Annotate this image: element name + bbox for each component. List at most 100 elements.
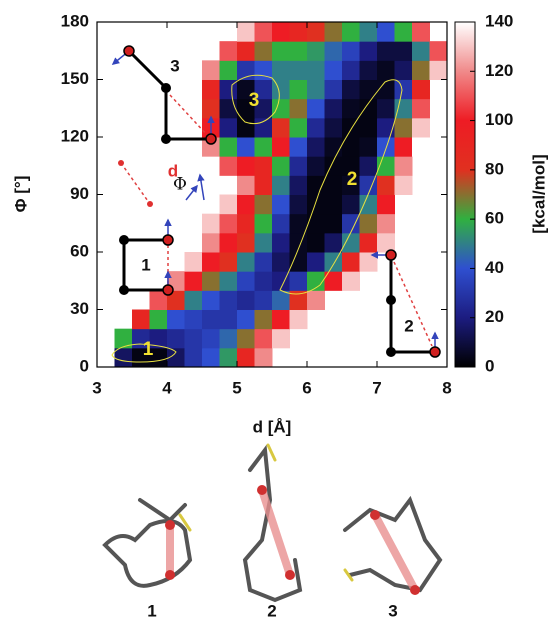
heat-cell bbox=[202, 99, 220, 119]
heat-cell bbox=[325, 252, 343, 272]
y-tick-label: 150 bbox=[61, 69, 89, 88]
colorbar bbox=[455, 22, 475, 367]
colorbar-tick-label: 20 bbox=[485, 307, 504, 326]
heat-cell bbox=[360, 22, 378, 42]
heat-cell bbox=[307, 22, 325, 42]
heat-cell bbox=[237, 156, 255, 176]
heat-cell bbox=[237, 195, 255, 215]
heat-cell bbox=[220, 118, 238, 138]
heat-cell bbox=[377, 214, 395, 234]
heat-cell bbox=[220, 60, 238, 80]
heat-cell bbox=[272, 60, 290, 80]
x-tick-label: 3 bbox=[92, 378, 101, 397]
heat-cell bbox=[342, 118, 360, 138]
heat-cell bbox=[412, 118, 430, 138]
heat-cell bbox=[255, 195, 273, 215]
heat-cell bbox=[255, 22, 273, 42]
colorbar-tick-label: 60 bbox=[485, 209, 504, 228]
heat-cell bbox=[202, 233, 220, 253]
heat-cell bbox=[272, 175, 290, 195]
heat-cell bbox=[220, 348, 238, 368]
heat-cell bbox=[325, 118, 343, 138]
heat-cell bbox=[412, 41, 430, 61]
figure: 3 1 2 d Φ 1 2 3 d [Å] Φ [°] [kcal/mol] 1… bbox=[0, 0, 558, 621]
x-tick-label: 4 bbox=[162, 378, 172, 397]
heat-cell bbox=[272, 22, 290, 42]
heat-cell bbox=[167, 329, 185, 349]
heat-cell bbox=[290, 22, 308, 42]
heat-cell bbox=[307, 99, 325, 119]
heat-cell bbox=[132, 310, 150, 330]
heat-cell bbox=[237, 118, 255, 138]
heat-cell bbox=[202, 60, 220, 80]
heat-cell bbox=[202, 214, 220, 234]
heat-cell bbox=[342, 80, 360, 100]
heat-cell bbox=[360, 156, 378, 176]
heat-cell bbox=[272, 310, 290, 330]
colorbar-tick-label: 120 bbox=[485, 61, 513, 80]
heat-cell bbox=[255, 290, 273, 310]
heat-cell bbox=[395, 156, 413, 176]
heat-cell bbox=[360, 137, 378, 157]
heat-cell bbox=[237, 271, 255, 291]
heat-cell bbox=[412, 137, 430, 157]
basin-label: 3 bbox=[249, 90, 260, 111]
heat-cell bbox=[325, 137, 343, 157]
structure-label: 2 bbox=[267, 601, 276, 620]
heat-cell bbox=[220, 41, 238, 61]
heat-cell bbox=[255, 118, 273, 138]
heat-cell bbox=[325, 195, 343, 215]
y-tick-label: 0 bbox=[80, 356, 89, 375]
heat-cell bbox=[272, 156, 290, 176]
heat-cell bbox=[255, 214, 273, 234]
heat-cell bbox=[377, 99, 395, 119]
x-tick-label: 6 bbox=[302, 378, 311, 397]
heat-cell bbox=[342, 60, 360, 80]
heat-cell bbox=[272, 80, 290, 100]
legend-angle: Φ bbox=[173, 175, 187, 195]
heat-cell bbox=[202, 80, 220, 100]
heat-cell bbox=[255, 348, 273, 368]
heat-cell bbox=[255, 233, 273, 253]
heat-cell bbox=[412, 22, 430, 42]
heat-cell bbox=[220, 252, 238, 272]
colorbar-tick-label: 100 bbox=[485, 110, 513, 129]
colorbar-label: [kcal/mol] bbox=[529, 154, 548, 233]
inset-label: 1 bbox=[141, 255, 150, 274]
structure-label: 1 bbox=[147, 601, 156, 620]
heat-cell bbox=[377, 195, 395, 215]
heat-cell bbox=[272, 214, 290, 234]
heat-cell bbox=[342, 195, 360, 215]
heat-cell bbox=[395, 22, 413, 42]
heat-cell bbox=[325, 214, 343, 234]
heat-cell bbox=[325, 60, 343, 80]
heat-cell bbox=[325, 80, 343, 100]
x-tick-label: 8 bbox=[442, 378, 451, 397]
inset-label: 3 bbox=[170, 56, 179, 75]
heat-cell bbox=[237, 348, 255, 368]
heat-cell bbox=[290, 80, 308, 100]
structures bbox=[105, 445, 440, 600]
heat-cell bbox=[255, 41, 273, 61]
heat-cell bbox=[272, 252, 290, 272]
heat-cell bbox=[290, 175, 308, 195]
heat-cell bbox=[237, 41, 255, 61]
y-tick-label: 180 bbox=[61, 11, 89, 30]
heat-cell bbox=[202, 290, 220, 310]
heat-cell bbox=[237, 175, 255, 195]
heat-cell bbox=[377, 137, 395, 157]
colorbar-tick-label: 80 bbox=[485, 159, 504, 178]
heat-cell bbox=[342, 41, 360, 61]
heat-cell bbox=[202, 252, 220, 272]
heat-cell bbox=[307, 137, 325, 157]
heat-cell bbox=[307, 156, 325, 176]
heat-cell bbox=[325, 99, 343, 119]
heat-cell bbox=[342, 233, 360, 253]
y-tick-label: 30 bbox=[70, 299, 89, 318]
heat-cell bbox=[290, 271, 308, 291]
heat-cell bbox=[377, 80, 395, 100]
colorbar-tick-label: 0 bbox=[485, 356, 494, 375]
heat-cell bbox=[342, 214, 360, 234]
heat-cell bbox=[237, 233, 255, 253]
colorbar-tick-label: 140 bbox=[485, 11, 513, 30]
